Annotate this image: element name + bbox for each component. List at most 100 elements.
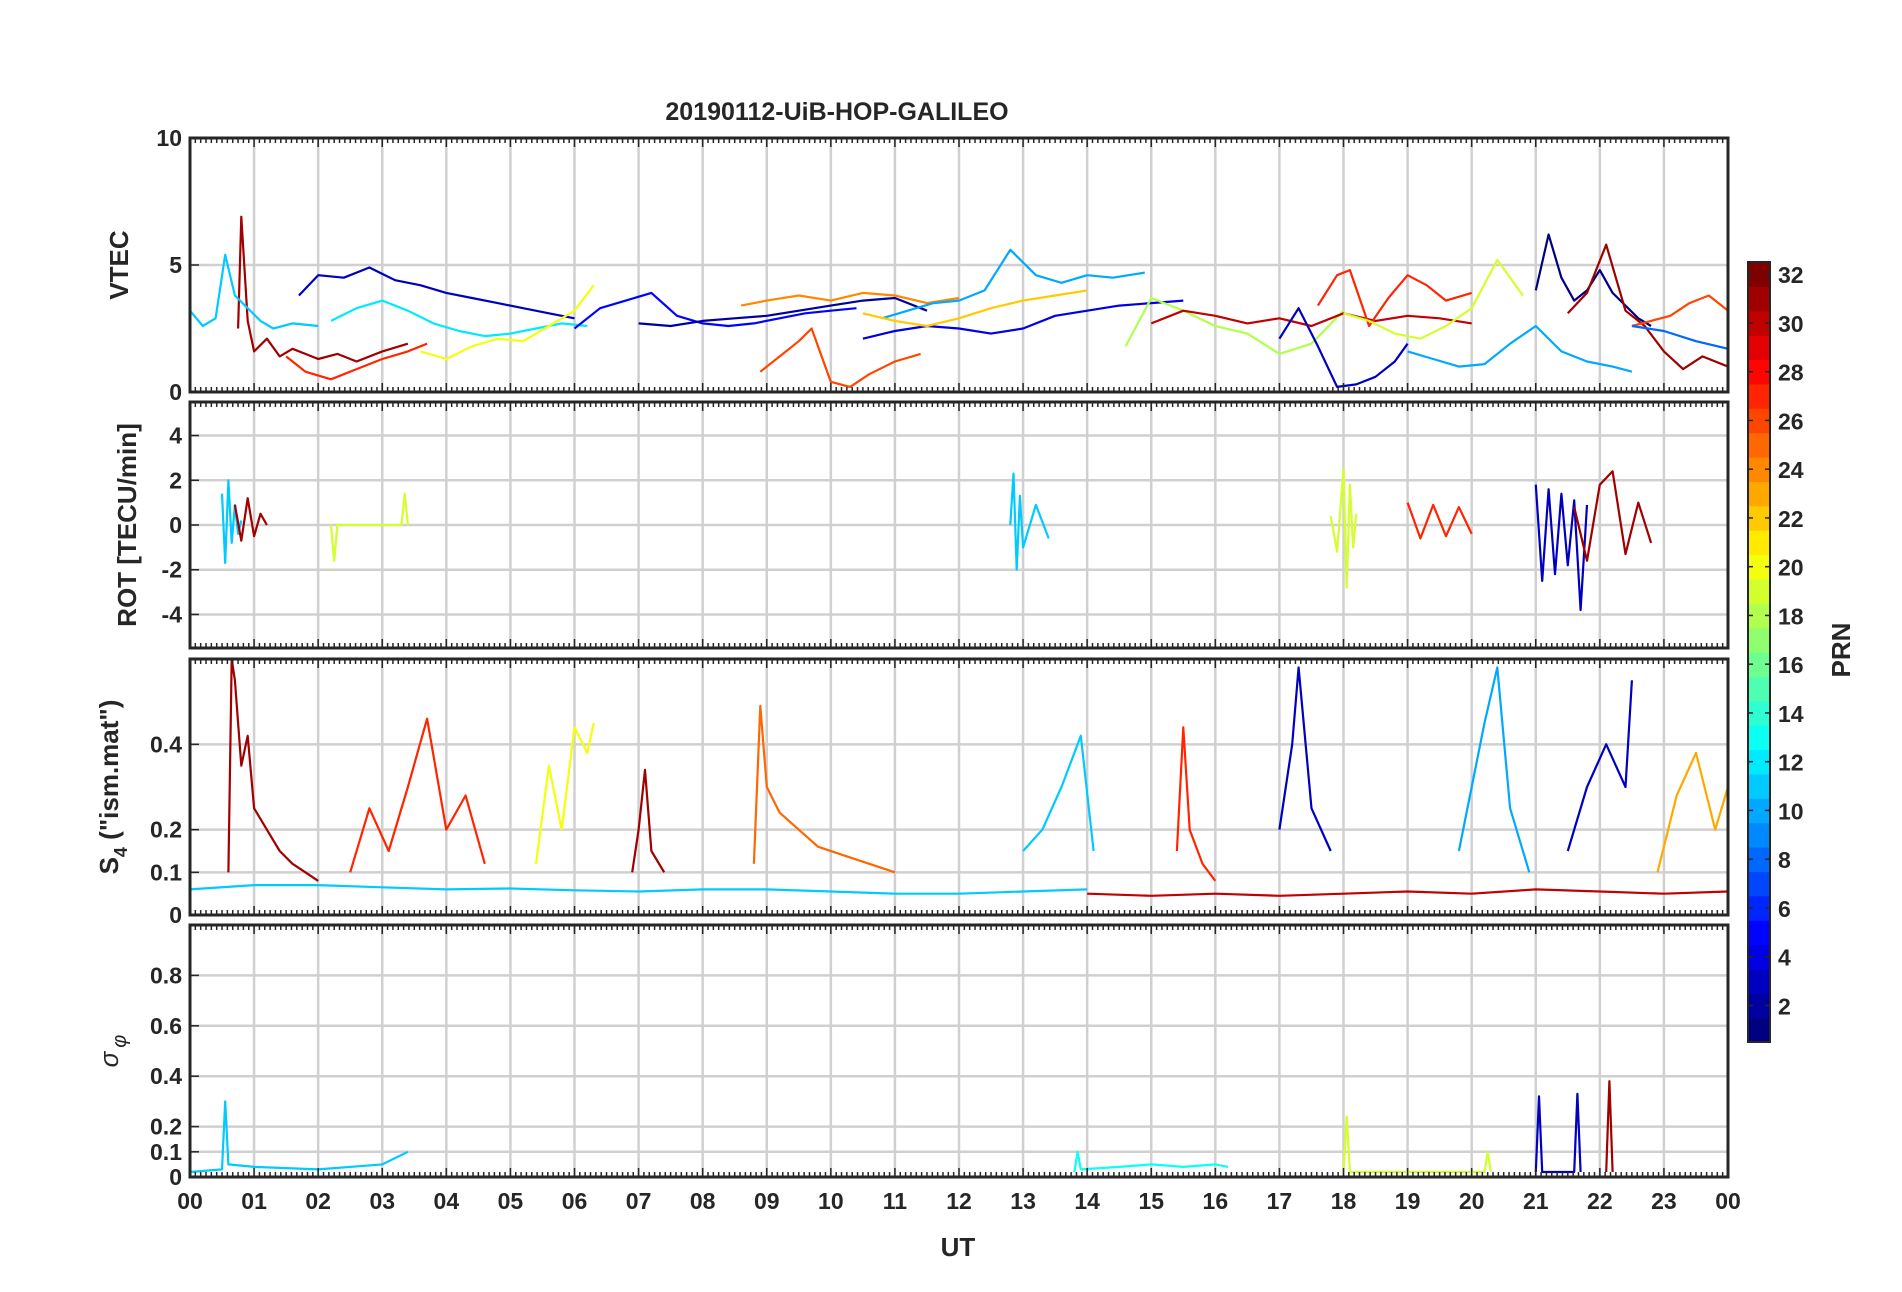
series-line-prn-30	[1150, 309, 1472, 328]
series-line-prn-19	[1329, 468, 1358, 589]
colorbar-tick-label: 22	[1778, 506, 1804, 532]
y-axis-title: VTEC	[104, 230, 134, 300]
colorbar-segment	[1748, 798, 1770, 824]
series-line-prn-11	[190, 1100, 409, 1174]
series-line-prn-27	[349, 717, 486, 873]
x-axis-title: UT	[941, 1232, 976, 1262]
colorbar-tick-label: 24	[1778, 457, 1804, 483]
x-tick-label: 11	[883, 1188, 908, 1214]
y-tick-label: 0.2	[150, 817, 182, 843]
axes-frame	[188, 923, 1730, 1179]
x-tick-label: 07	[626, 1188, 652, 1214]
colorbar-segment	[1748, 432, 1770, 458]
series-line-prn-31	[237, 215, 409, 363]
x-tick-label: 00	[1715, 1188, 1741, 1214]
colorbar-segment	[1748, 1017, 1770, 1043]
axes-frame	[188, 657, 1730, 917]
colorbar-segment	[1748, 749, 1770, 775]
x-tick-label: 10	[818, 1188, 844, 1214]
series-line-prn-3	[1566, 680, 1633, 852]
colorbar-segment	[1748, 944, 1770, 970]
series-line-prn-31	[1566, 243, 1728, 371]
x-tick-label: 18	[1331, 1188, 1357, 1214]
colorbar-segment	[1748, 822, 1770, 848]
colorbar-segment	[1748, 627, 1770, 653]
series-line-prn-27	[1175, 726, 1217, 882]
x-tick-label: 22	[1587, 1188, 1613, 1214]
series-line-prn-10	[881, 248, 1145, 320]
colorbar-segment	[1748, 262, 1770, 287]
series-line-prn-23	[1656, 751, 1728, 873]
series-line-prn-11	[220, 479, 243, 565]
series-line-prn-27	[285, 342, 428, 381]
colorbar-segment	[1748, 676, 1770, 702]
colorbar-tick-label: 16	[1778, 652, 1804, 678]
series-line-prn-31	[233, 497, 268, 542]
axes-frame	[188, 136, 1730, 394]
series-line-prn-24	[740, 291, 960, 307]
x-tick-label: 12	[946, 1188, 972, 1214]
colorbar-segment	[1748, 700, 1770, 726]
x-tick-label: 06	[562, 1188, 588, 1214]
colorbar-segment	[1748, 359, 1770, 385]
series-line-prn-31	[1605, 1080, 1614, 1173]
series-line-prn-25	[752, 704, 896, 874]
y-tick-label: 2	[169, 467, 182, 493]
series-line-prn-11	[1022, 734, 1095, 852]
series-line-prn-2	[638, 296, 928, 328]
x-tick-label: 23	[1651, 1188, 1677, 1214]
colorbar-tick-label: 28	[1778, 360, 1804, 386]
series-line-prn-19	[1342, 1115, 1492, 1174]
series-line-prn-3	[1534, 484, 1589, 612]
y-tick-label: 0.6	[150, 1013, 182, 1039]
x-tick-label: 03	[369, 1188, 395, 1214]
series-line-prn-3	[1534, 1092, 1582, 1174]
colorbar-segment	[1748, 993, 1770, 1019]
colorbar-tick-label: 14	[1778, 701, 1804, 727]
series-line-prn-4	[862, 299, 1184, 340]
colorbar-segment	[1748, 505, 1770, 531]
colorbar-segment	[1748, 920, 1770, 946]
colorbar-tick-label: 30	[1778, 311, 1804, 337]
x-tick-label: 21	[1523, 1188, 1549, 1214]
series-line-prn-26	[1631, 294, 1728, 328]
colorbar-label: PRN	[1826, 623, 1856, 678]
x-tick-label: 00	[177, 1188, 203, 1214]
series-line-prn-1	[1534, 233, 1652, 327]
y-axis-title: ROT [TECU/min]	[112, 423, 142, 627]
colorbar-tick-label: 20	[1778, 555, 1804, 581]
series-line-prn-19	[329, 492, 409, 562]
series-line-prn-22	[862, 289, 1088, 328]
x-tick-label: 15	[1138, 1188, 1164, 1214]
x-tick-label: 08	[690, 1188, 716, 1214]
colorbar-segment	[1748, 652, 1770, 677]
colorbar-tick-label: 18	[1778, 603, 1804, 629]
colorbar-tick-label: 12	[1778, 750, 1804, 776]
x-tick-label: 05	[498, 1188, 524, 1214]
series-line-prn-11	[1009, 472, 1050, 571]
x-tick-label: 01	[241, 1188, 267, 1214]
y-tick-label: 0	[169, 1164, 182, 1190]
colorbar-tick-label: 32	[1778, 262, 1804, 288]
x-tick-label: 04	[434, 1188, 460, 1214]
series-line-prn-30	[1087, 888, 1728, 897]
series-line-prn-31	[1573, 470, 1653, 562]
series-line-prn-13	[1073, 1150, 1229, 1173]
series-line-prn-18	[1124, 296, 1345, 355]
series-line-prn-20	[534, 722, 595, 864]
x-tick-label: 20	[1459, 1188, 1485, 1214]
y-tick-label: 0.8	[150, 962, 182, 988]
series-line-prn-3	[1278, 307, 1409, 388]
x-tick-label: 13	[1010, 1188, 1036, 1214]
colorbar-segment	[1748, 871, 1770, 897]
colorbar-tick-label: 26	[1778, 408, 1804, 434]
y-tick-label: 10	[156, 125, 182, 151]
series-line-prn-11	[190, 253, 319, 330]
colorbar-segment	[1748, 725, 1770, 751]
colorbar-segment	[1748, 335, 1770, 361]
x-tick-label: 17	[1267, 1188, 1293, 1214]
series-line-prn-3	[1278, 666, 1332, 852]
y-tick-label: 0	[169, 512, 182, 538]
series-line-prn-10	[1457, 666, 1531, 873]
